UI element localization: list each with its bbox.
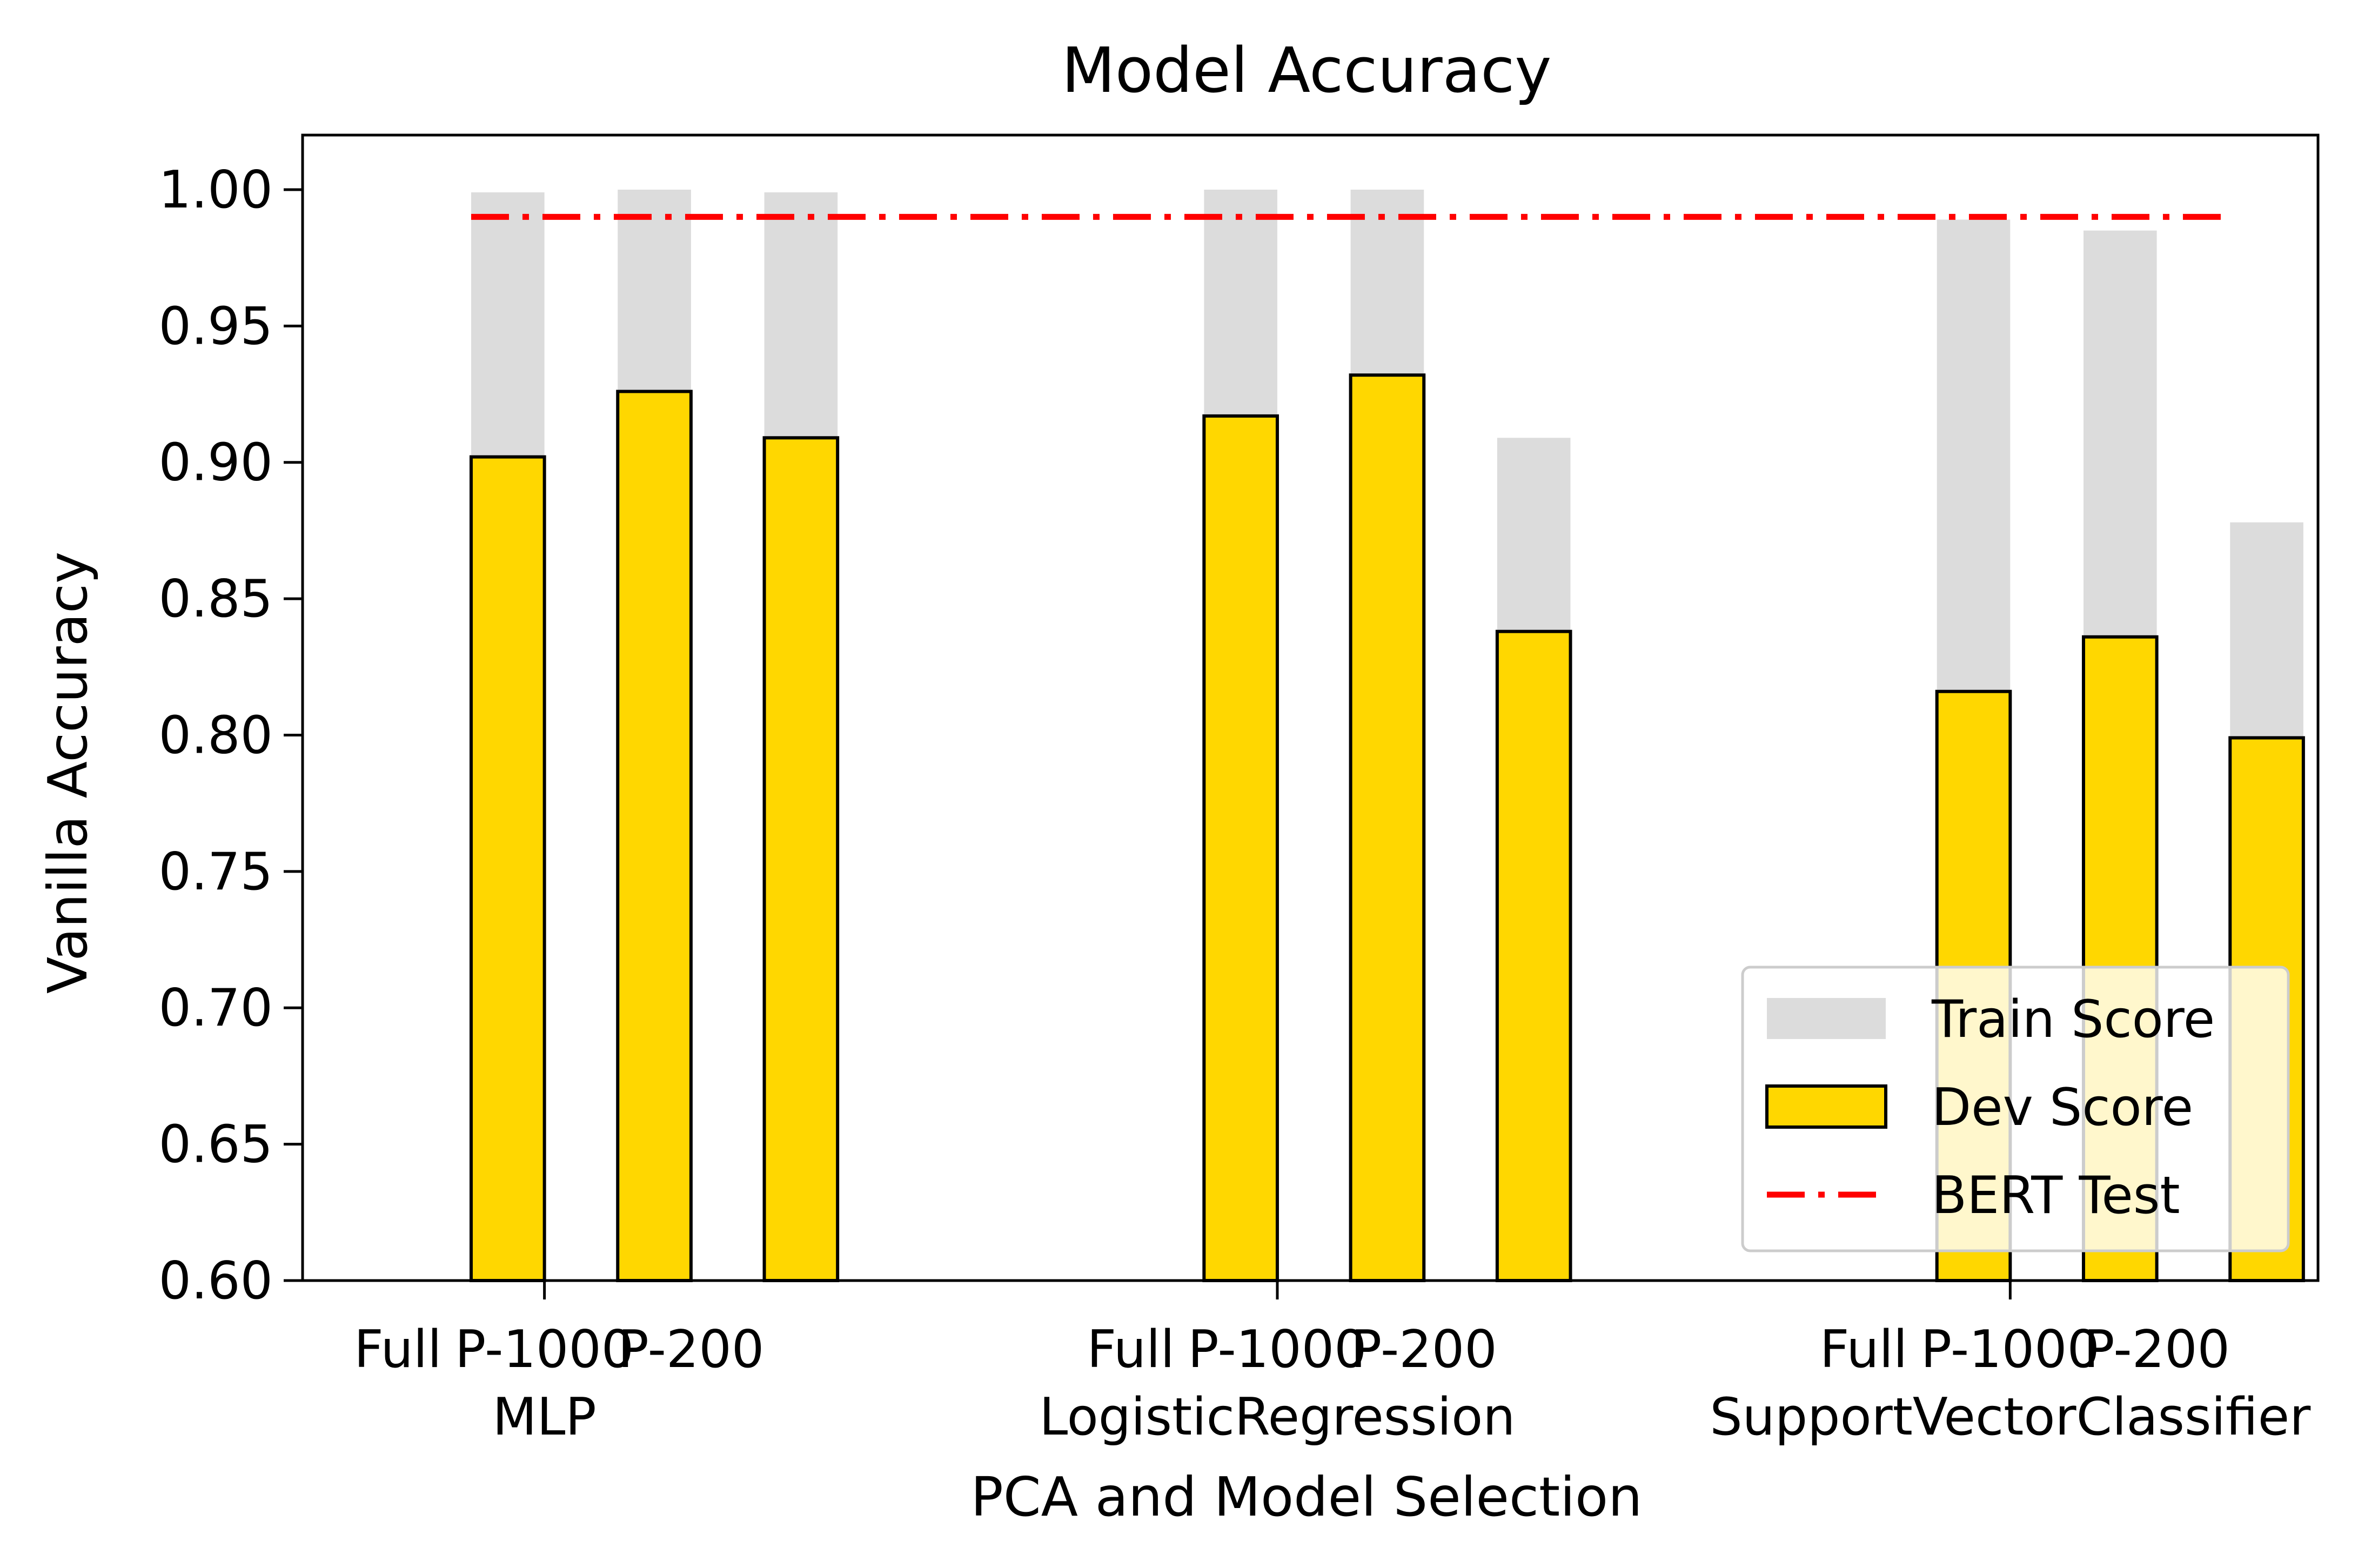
legend-label: Train Score xyxy=(1931,990,2215,1049)
y-tick-label: 1.00 xyxy=(158,160,273,220)
x-tick-label: P-1000 xyxy=(455,1320,634,1379)
x-group-label: MLP xyxy=(493,1388,597,1447)
x-group-label: LogisticRegression xyxy=(1039,1388,1515,1447)
dev-bar xyxy=(762,436,840,1282)
legend-swatch-dev xyxy=(1765,1084,1887,1129)
x-tick-label: Full xyxy=(354,1320,441,1379)
x-tick-label: P-1000 xyxy=(1921,1320,2100,1379)
y-tick-label: 0.65 xyxy=(158,1115,273,1175)
x-tick-label: P-200 xyxy=(618,1320,764,1379)
x-tick-label: P-1000 xyxy=(1188,1320,1366,1379)
y-tick-label: 0.85 xyxy=(158,569,273,629)
dev-bar xyxy=(616,390,693,1282)
axes-frame xyxy=(301,133,2320,1282)
legend-label: Dev Score xyxy=(1932,1078,2193,1137)
y-tick-label: 0.90 xyxy=(158,433,273,493)
dev-bar xyxy=(469,455,546,1282)
y-tick-label: 0.70 xyxy=(158,979,273,1038)
legend-label: BERT Test xyxy=(1932,1166,2180,1225)
x-group-label: SupportVectorClassifier xyxy=(1710,1388,2311,1447)
y-tick-label: 0.75 xyxy=(158,842,273,902)
x-tick-label: P-200 xyxy=(1351,1320,1497,1379)
dev-bar xyxy=(1349,373,1426,1283)
x-axis-label: PCA and Model Selection xyxy=(970,1465,1642,1529)
y-tick-label: 0.80 xyxy=(158,706,273,765)
legend: Train Score Dev Score BERT Test xyxy=(1741,966,2290,1252)
x-tick-label: Full xyxy=(1820,1320,1907,1379)
x-tick-label: Full xyxy=(1087,1320,1174,1379)
chart-title: Model Accuracy xyxy=(1062,35,1552,107)
x-tick-label: P-200 xyxy=(2084,1320,2230,1379)
y-axis-label: Vanilla Accuracy xyxy=(36,552,99,994)
y-tick-label: 0.95 xyxy=(158,297,273,356)
y-tick-label: 0.60 xyxy=(158,1251,273,1311)
dev-bar xyxy=(1202,414,1279,1282)
legend-swatch-train xyxy=(1767,998,1886,1039)
dev-bar xyxy=(1495,629,1572,1282)
